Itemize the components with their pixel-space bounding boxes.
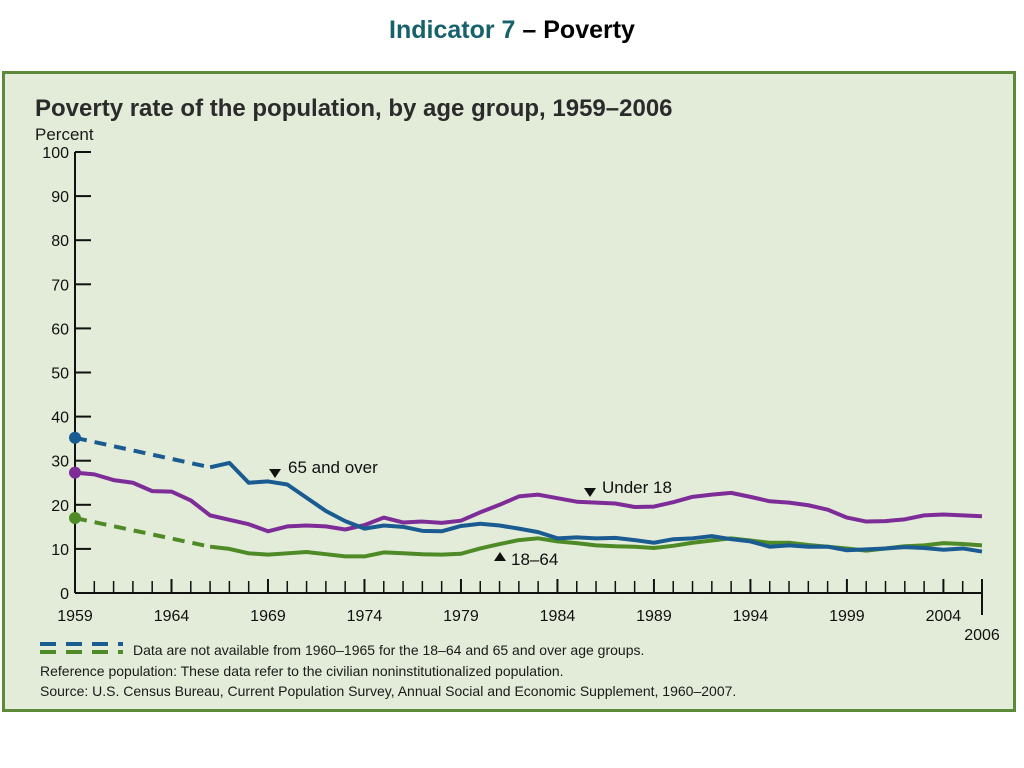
x-tick-label: 1999: [829, 608, 865, 625]
slide-title-accent: Indicator 7: [389, 16, 516, 44]
y-tick-label: 0: [60, 586, 69, 603]
start-point-age65plus: [69, 431, 81, 444]
x-tick-label: 1974: [347, 608, 383, 625]
line-age65plus: [209, 460, 983, 554]
annotation-label-age65plus: 65 and over: [288, 458, 378, 477]
line-age65plus-dashed: [74, 435, 211, 470]
y-tick-label: 40: [51, 410, 69, 427]
y-tick-label: 70: [51, 277, 69, 294]
line-age18to64-dashed: [74, 516, 211, 549]
line-under18: [74, 470, 983, 534]
x-tick-label: 2004: [926, 608, 962, 625]
y-tick-label: 30: [51, 454, 69, 471]
y-axis-label: Percent: [35, 125, 94, 144]
y-tick-label: 10: [51, 542, 69, 559]
annotation-arrow: [584, 488, 596, 497]
y-tick-label: 80: [51, 233, 69, 250]
series-lines: [69, 431, 983, 559]
x-tick-label: 2006: [964, 627, 1000, 644]
x-tick-label: 1994: [733, 608, 769, 625]
annotation-arrow: [494, 552, 506, 561]
x-tick-label: 1979: [443, 608, 479, 625]
x-tick-label: 1964: [154, 608, 190, 625]
x-tick-label: 1959: [57, 608, 93, 625]
chart-title: Poverty rate of the population, by age g…: [35, 95, 673, 122]
start-point-age18to64: [69, 512, 81, 525]
note-source: Source: U.S. Census Bureau, Current Popu…: [40, 683, 736, 699]
note-data-unavailable: Data are not available from 1960–1965 fo…: [133, 642, 644, 658]
y-tick-label: 20: [51, 498, 69, 515]
series-annotations: 65 and over Under 18 18–64: [269, 458, 672, 569]
x-tick-label: 1984: [540, 608, 576, 625]
start-point-under18: [69, 466, 81, 479]
x-axis: 1959 1964 1969 1974 1979 1984 1989 1994 1999 2004…: [57, 579, 1000, 644]
y-axis: 0 10 20 30 40 50 60 70 80 90 100: [42, 145, 91, 603]
y-tick-label: 60: [51, 321, 69, 338]
annotation-label-under18: Under 18: [602, 478, 672, 497]
slide-title: Indicator 7 – Poverty: [0, 16, 1024, 45]
annotation-label-age18to64: 18–64: [511, 550, 558, 569]
note-reference-population: Reference population: These data refer t…: [40, 663, 564, 679]
y-tick-label: 100: [42, 145, 69, 162]
y-tick-label: 90: [51, 189, 69, 206]
x-tick-label: 1989: [636, 608, 672, 625]
x-tick-label: 1969: [250, 608, 286, 625]
annotation-arrow: [269, 469, 281, 478]
slide-title-rest: – Poverty: [515, 16, 635, 44]
notes: Data are not available from 1960–1965 fo…: [40, 642, 736, 699]
poverty-chart: Poverty rate of the population, by age g…: [35, 95, 1000, 699]
chart-panel: Poverty rate of the population, by age g…: [2, 71, 1016, 712]
y-tick-label: 50: [51, 366, 69, 383]
